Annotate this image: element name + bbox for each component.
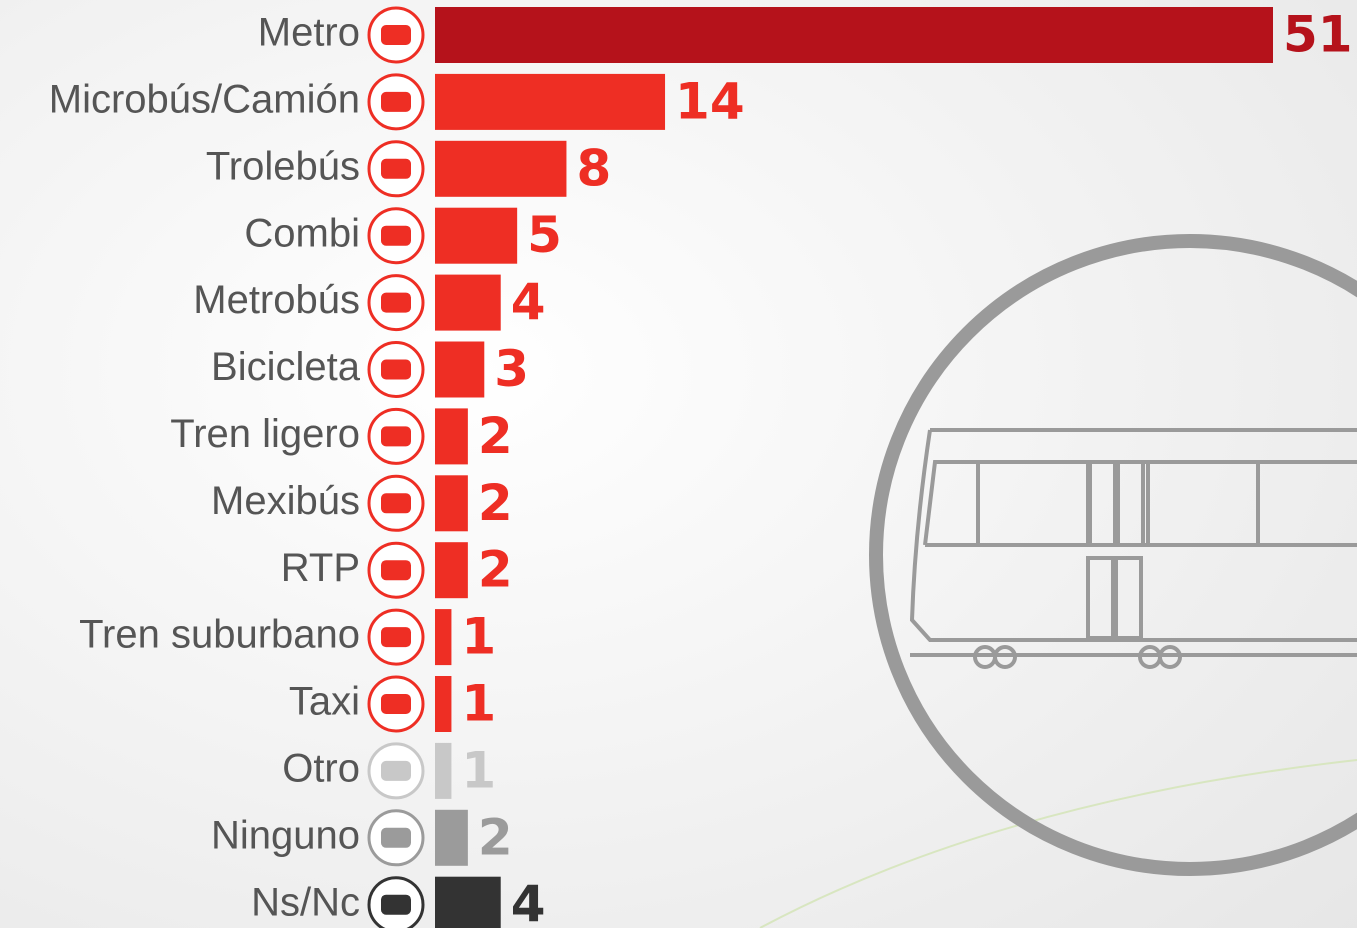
chart: Metro51Microbús/Camión14Trolebús8Combi5M…	[0, 0, 1357, 928]
icon-shape	[381, 360, 411, 380]
data-label: 2	[478, 474, 513, 532]
category-label: RTP	[281, 546, 360, 590]
bar	[435, 342, 484, 398]
bar	[435, 676, 451, 732]
icon-shape	[381, 694, 411, 714]
bar	[435, 74, 665, 130]
bar	[435, 7, 1273, 63]
category-label: Metrobús	[193, 278, 360, 322]
category-icon	[369, 8, 423, 62]
category-label: Tren suburbano	[79, 613, 360, 657]
bar	[435, 609, 451, 665]
icon-shape	[381, 25, 411, 45]
bar	[435, 475, 468, 531]
category-label: Otro	[282, 746, 360, 790]
category-icon	[369, 409, 423, 463]
icon-shape	[381, 493, 411, 513]
data-label: 1	[461, 675, 496, 733]
category-label: Mexibús	[211, 479, 360, 523]
category-label: Microbús/Camión	[49, 77, 360, 121]
data-label: 3	[494, 340, 529, 398]
category-label: Trolebús	[206, 144, 360, 188]
data-label: 8	[576, 139, 611, 197]
data-label: 1	[461, 608, 496, 666]
bar	[435, 141, 566, 197]
bar	[435, 408, 468, 464]
data-label: 5	[527, 206, 562, 264]
bar	[435, 275, 501, 331]
icon-shape	[381, 92, 411, 112]
category-icon	[369, 878, 423, 928]
category-label: Combi	[244, 211, 360, 255]
data-label: 4	[511, 875, 546, 928]
bar	[435, 810, 468, 866]
bar	[435, 877, 501, 928]
category-icon	[369, 343, 423, 397]
data-label: 2	[478, 808, 513, 866]
category-icon	[369, 75, 423, 129]
data-label: 2	[478, 541, 513, 599]
icon-shape	[381, 226, 411, 246]
category-icon	[369, 744, 423, 798]
icon-shape	[381, 159, 411, 179]
icon-shape	[381, 895, 411, 915]
category-icon	[369, 476, 423, 530]
bar	[435, 542, 468, 598]
data-label: 2	[478, 407, 513, 465]
bar	[435, 743, 451, 799]
category-icon	[369, 543, 423, 597]
data-label: 1	[461, 741, 496, 799]
icon-shape	[381, 560, 411, 580]
category-label: Tren ligero	[170, 412, 360, 456]
category-icon	[369, 677, 423, 731]
bar	[435, 208, 517, 264]
icon-shape	[381, 761, 411, 781]
category-label: Ninguno	[211, 813, 360, 857]
category-label: Taxi	[289, 680, 360, 724]
icon-shape	[381, 828, 411, 848]
icon-shape	[381, 426, 411, 446]
category-label: Metro	[258, 11, 360, 55]
category-label: Ns/Nc	[251, 880, 360, 924]
icon-shape	[381, 293, 411, 313]
category-icon	[369, 610, 423, 664]
category-label: Bicicleta	[211, 345, 361, 389]
category-icon	[369, 142, 423, 196]
icon-shape	[381, 627, 411, 647]
data-label: 4	[511, 273, 546, 331]
data-label: 14	[675, 72, 745, 130]
category-icon	[369, 209, 423, 263]
category-icon	[369, 276, 423, 330]
data-label: 51	[1283, 6, 1353, 64]
category-icon	[369, 811, 423, 865]
